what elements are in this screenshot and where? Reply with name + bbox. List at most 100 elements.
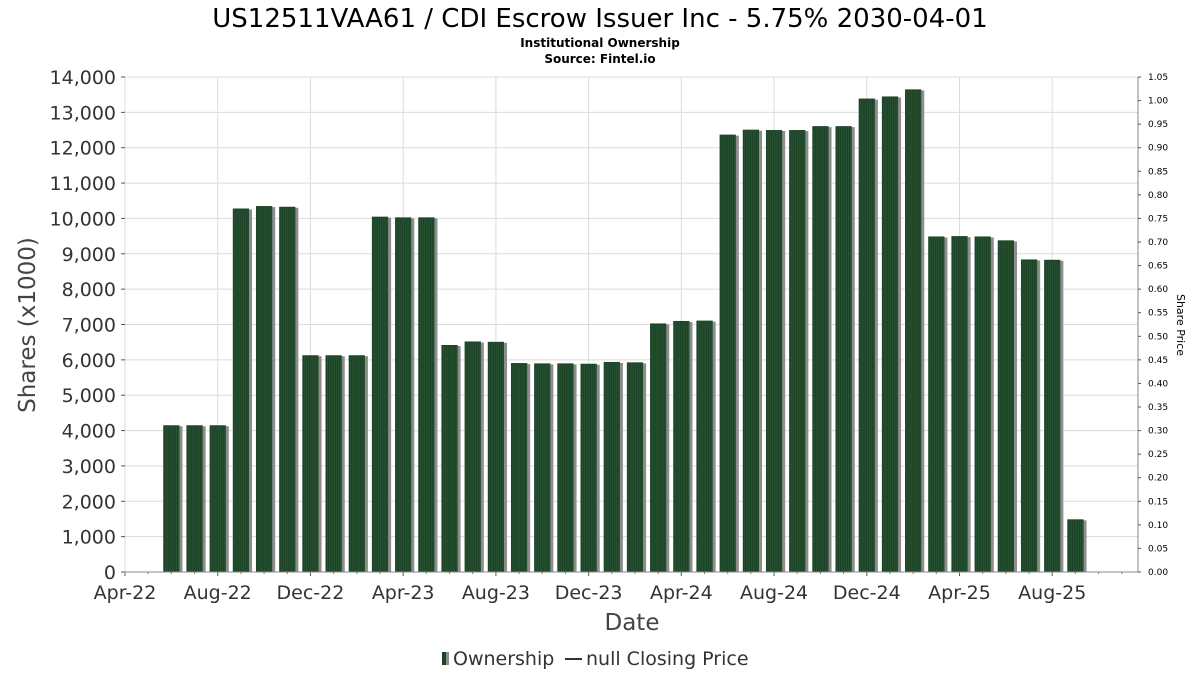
bar-body [557, 363, 574, 572]
bar-body [279, 206, 296, 572]
bar [673, 320, 693, 572]
bar [696, 320, 716, 572]
bar [1020, 259, 1041, 572]
y-tick-label: 8,000 [62, 279, 116, 301]
bar [232, 208, 253, 572]
bar [255, 206, 276, 572]
y2-tick-label: 0.20 [1148, 474, 1168, 484]
y-tick-label: 3,000 [62, 456, 116, 478]
y-tick-label: 7,000 [62, 315, 116, 337]
y2-tick-label: 0.85 [1148, 167, 1168, 177]
y-tick-label: 13,000 [50, 102, 116, 124]
y-tick-label: 10,000 [50, 208, 116, 230]
y2-tick-label: 0.50 [1148, 332, 1168, 342]
y2-tick-label: 0.90 [1148, 144, 1168, 154]
bar [279, 206, 299, 572]
bar [395, 217, 415, 572]
y-tick-label: 1,000 [62, 527, 116, 549]
y2-tick-label: 0.80 [1148, 191, 1168, 201]
bar [163, 425, 183, 572]
y2-tick-label: 0.55 [1148, 309, 1168, 319]
y2-tick-label: 0.30 [1148, 427, 1168, 437]
bar [464, 341, 484, 572]
bar [441, 345, 461, 572]
bar [881, 96, 902, 573]
bar-body [650, 323, 667, 572]
x-tick-label: Dec-22 [277, 582, 345, 604]
y2-tick-label: 0.15 [1148, 497, 1168, 507]
x-tick-label: Aug-23 [462, 582, 530, 604]
bar-body [1067, 519, 1084, 572]
y2-tick-label: 0.65 [1148, 262, 1168, 272]
bar [951, 236, 971, 572]
y2-tick-label: 0.40 [1148, 379, 1168, 389]
y2-tick-label: 0.25 [1148, 450, 1168, 460]
y-tick-label: 5,000 [62, 385, 116, 407]
bar-body [418, 217, 435, 572]
bar-body [881, 96, 899, 573]
bar [997, 240, 1017, 572]
bar-body [812, 126, 829, 573]
y-tick-label: 4,000 [62, 421, 116, 443]
legend-ownership-marker-shadow [446, 652, 449, 665]
bar [835, 126, 855, 573]
y-tick-label: 9,000 [62, 244, 116, 266]
bar-body [603, 361, 620, 572]
y2-tick-label: 0.75 [1148, 214, 1168, 224]
bar [580, 363, 600, 572]
bar [1044, 259, 1064, 572]
x-tick-label: Aug-22 [184, 582, 252, 604]
y2-tick-label: 1.00 [1148, 97, 1168, 107]
bar-body [835, 126, 852, 573]
bar-body [928, 236, 945, 573]
x-axis-label: Date [605, 610, 660, 636]
bar-body [997, 240, 1014, 572]
bar-body [673, 320, 690, 572]
bar-body [1020, 259, 1038, 572]
chart-subtitle-source: Source: Fintel.io [544, 52, 655, 66]
bar [812, 126, 832, 573]
bar-body [580, 363, 597, 572]
y2-tick-label: 0.35 [1148, 403, 1168, 413]
bar [557, 363, 577, 572]
y-tick-label: 6,000 [62, 350, 116, 372]
x-tick-label: Aug-24 [740, 582, 808, 604]
bar-body [209, 425, 226, 572]
y2-tick-label: 0.60 [1148, 285, 1168, 295]
bar-body [951, 236, 968, 572]
bar-body [464, 341, 481, 572]
bar [209, 425, 229, 572]
x-tick-label: Apr-22 [94, 582, 157, 604]
x-tick-label: Apr-23 [372, 582, 435, 604]
bar-body [974, 236, 991, 573]
y2-axis-label: Share Price [1174, 294, 1187, 356]
legend-ownership-label: Ownership [453, 648, 554, 670]
bar [858, 98, 878, 572]
bar [603, 361, 623, 572]
x-tick-label: Aug-25 [1018, 582, 1086, 604]
bar-body [395, 217, 412, 572]
x-tick-label: Dec-23 [555, 582, 623, 604]
bar [186, 425, 206, 572]
bar-body [186, 425, 203, 572]
x-tick-label: Apr-25 [928, 582, 991, 604]
bar [905, 89, 925, 572]
bar [626, 362, 647, 572]
bar-body [858, 98, 875, 572]
bar-body [510, 363, 528, 572]
bar [348, 355, 368, 572]
y2-tick-label: 0.70 [1148, 238, 1168, 248]
y2-tick-label: 0.45 [1148, 356, 1168, 366]
bar-body [255, 206, 273, 572]
y2-tick-label: 0.00 [1148, 568, 1168, 578]
bar [650, 323, 670, 572]
y-axis-right: 0.00 0.05 0.10 0.15 0.20 0.25 0.30 0.35 0.40 0.45… [1137, 73, 1168, 578]
x-tick-label: Apr-24 [650, 582, 713, 604]
y-axis-left: 0 1,000 2,000 3,000 4,000 5,000 6,000 7,000 8,00… [50, 67, 125, 584]
chart-title: US12511VAA61 / CDI Escrow Issuer Inc - 5… [212, 4, 987, 34]
bar-body [626, 362, 644, 572]
legend-ownership-marker [442, 652, 449, 665]
bar [974, 236, 994, 573]
bar-series-ownership [163, 89, 1087, 573]
bar-body [742, 129, 759, 573]
